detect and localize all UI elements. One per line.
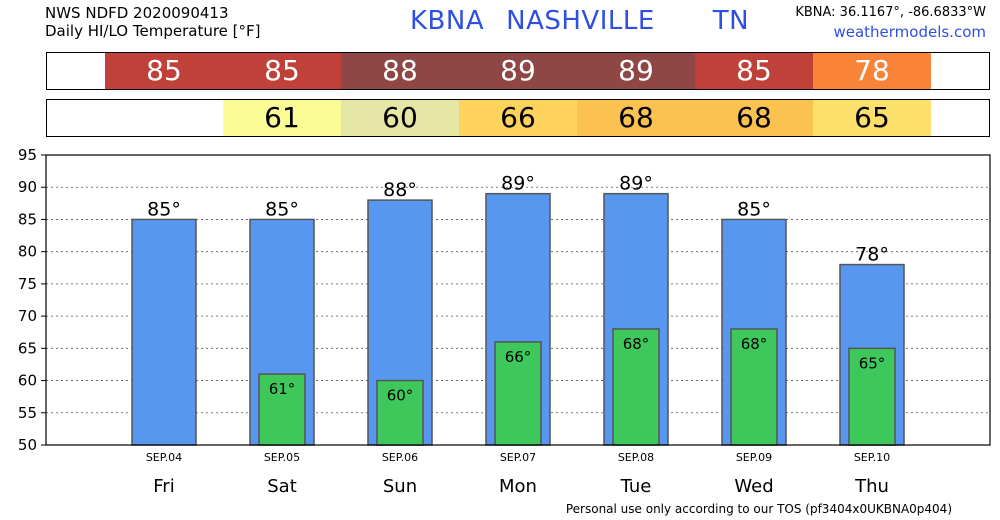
y-tick-label: 80	[18, 243, 37, 261]
day-label: Sat	[267, 476, 297, 497]
date-label: SEP.08	[618, 451, 654, 464]
high-temp-cell-6: 78	[813, 53, 931, 89]
low-temp-cell-2: 60	[341, 100, 459, 136]
station-coordinates: KBNA: 36.1167°, -86.6833°W	[795, 5, 986, 20]
low-temp-cell-5: 68	[695, 100, 813, 136]
station-name: NASHVILLE	[506, 6, 655, 36]
high-temp-label: 85°	[265, 198, 299, 220]
day-label: Thu	[854, 476, 889, 497]
high-temp-label: 89°	[619, 173, 653, 195]
low-temp-label: 60°	[387, 387, 414, 405]
day-label: Tue	[620, 476, 652, 497]
day-label: Mon	[499, 476, 537, 497]
date-label: SEP.07	[500, 451, 536, 464]
date-label: SEP.09	[736, 451, 772, 464]
low-temp-bar	[258, 373, 306, 446]
station-title: KBNA NASHVILLE TN	[410, 6, 771, 36]
y-tick-label: 75	[18, 275, 37, 293]
station-code: KBNA	[410, 6, 485, 36]
y-tick-label: 60	[18, 372, 37, 390]
date-label: SEP.06	[382, 451, 418, 464]
high-temp-label: 88°	[383, 179, 417, 201]
tos-footer: Personal use only according to our TOS (…	[565, 502, 952, 516]
high-temp-label: 85°	[737, 198, 771, 220]
low-temp-label: 61°	[269, 380, 296, 398]
date-label: SEP.04	[146, 451, 182, 464]
y-tick-label: 65	[18, 339, 37, 357]
low-temp-label: 65°	[859, 354, 886, 372]
high-temp-cell-5: 85	[695, 53, 813, 89]
chart-subtitle: Daily HI/LO Temperature [°F]	[45, 22, 261, 40]
y-tick-label: 55	[18, 404, 37, 422]
low-temp-label: 66°	[505, 348, 532, 366]
low-temp-bar	[612, 328, 660, 446]
low-temp-label: 68°	[623, 335, 650, 353]
plot-frame	[45, 154, 991, 446]
high-temp-cell-0: 85	[105, 53, 223, 89]
low-temp-cell-6: 65	[813, 100, 931, 136]
station-state: TN	[712, 6, 750, 36]
y-tick-label: 85	[18, 210, 37, 228]
high-temp-label: 78°	[855, 244, 889, 266]
day-label: Fri	[153, 476, 174, 497]
site-link[interactable]: weathermodels.com	[833, 23, 986, 41]
low-temp-cell-0	[105, 100, 223, 136]
high-temp-cell-3: 89	[459, 53, 577, 89]
low-temp-cell-4: 68	[577, 100, 695, 136]
y-tick-label: 70	[18, 307, 37, 325]
low-temp-strip: 61 60 66 68 68 65	[46, 99, 990, 137]
low-temp-cell-3: 66	[459, 100, 577, 136]
date-label: SEP.05	[264, 451, 300, 464]
low-temp-bar	[848, 347, 896, 446]
high-temp-cell-1: 85	[223, 53, 341, 89]
high-temp-cell-2: 88	[341, 53, 459, 89]
low-temp-bar	[376, 379, 424, 446]
high-temp-bar	[131, 218, 197, 446]
high-temp-strip: 85 85 88 89 89 85 78	[46, 52, 990, 90]
high-temp-label: 85°	[147, 198, 181, 220]
day-label: Wed	[734, 476, 773, 497]
y-tick-label: 95	[18, 146, 37, 164]
day-label: Sun	[383, 476, 417, 497]
low-temp-label: 68°	[741, 335, 768, 353]
high-temp-label: 89°	[501, 173, 535, 195]
y-tick-label: 50	[18, 436, 37, 454]
y-tick-label: 90	[18, 178, 37, 196]
model-run-label: NWS NDFD 2020090413	[45, 4, 229, 22]
high-temp-cell-4: 89	[577, 53, 695, 89]
low-temp-cell-1: 61	[223, 100, 341, 136]
date-label: SEP.10	[854, 451, 890, 464]
